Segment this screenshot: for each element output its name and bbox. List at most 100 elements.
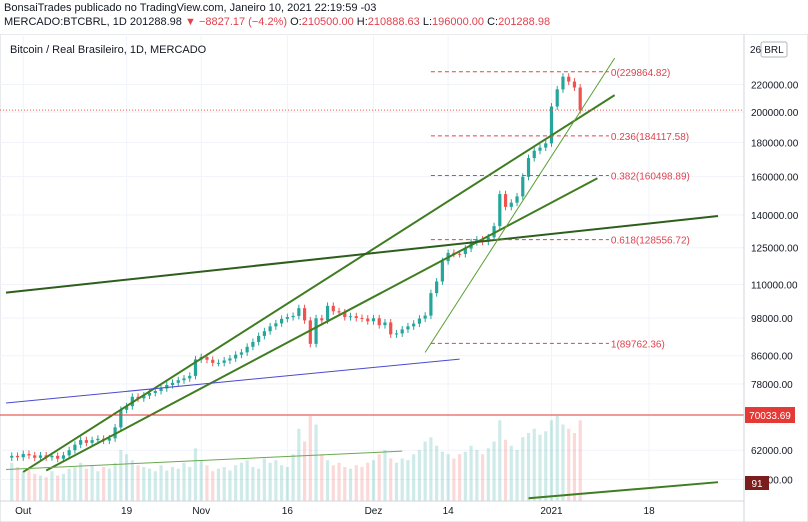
candle-body xyxy=(61,455,66,459)
fib-level-label: 1(89762.36) xyxy=(611,339,665,350)
volume-bar xyxy=(193,448,198,501)
volume-bar xyxy=(572,433,577,501)
candle-body xyxy=(521,176,525,197)
volume-bar xyxy=(480,454,485,501)
candle-body xyxy=(21,453,25,458)
volume-bar xyxy=(280,465,284,501)
volume-bar xyxy=(348,468,353,501)
volume-bar xyxy=(498,420,502,501)
candle-body xyxy=(578,87,582,111)
volume-bar xyxy=(84,468,88,501)
price-tick-label: 200000.00 xyxy=(751,108,799,119)
candle-body xyxy=(33,455,37,458)
volume-bar xyxy=(302,441,307,501)
candle-body xyxy=(325,305,330,321)
candle-body xyxy=(280,318,284,324)
price-tick-label: 220000.00 xyxy=(751,80,799,91)
volume-bar xyxy=(515,450,519,501)
symbol-label: MERCADO:BTCBRL, 1D xyxy=(4,16,127,28)
price-badge xyxy=(745,476,769,490)
candle-body xyxy=(67,450,71,456)
candle-body xyxy=(475,239,479,243)
volume-bar xyxy=(412,454,416,501)
candle-body xyxy=(435,281,439,294)
volume-bar xyxy=(331,465,335,501)
price-tick-label: 110000.00 xyxy=(751,281,798,292)
volume-bar xyxy=(113,462,117,501)
candle-body xyxy=(251,341,255,347)
candle-body xyxy=(337,311,341,313)
open-value: 210500.00 xyxy=(301,16,354,28)
candle-body xyxy=(389,322,393,335)
volume-bar xyxy=(199,460,203,501)
currency-badge[interactable] xyxy=(760,41,788,58)
volume-bar xyxy=(61,473,66,501)
volume-bar xyxy=(188,467,192,501)
volume-bar xyxy=(567,428,571,501)
volume-bar xyxy=(153,471,157,501)
candle-body xyxy=(239,352,244,355)
candle-body xyxy=(549,106,554,144)
volume-bar xyxy=(452,458,456,501)
fibonacci-retracement: 0(229864.82) 0.236(184117.58) 0.382(160498… xyxy=(430,68,690,350)
candle-body xyxy=(211,359,215,363)
volume-bar xyxy=(492,441,496,501)
candle-body xyxy=(360,317,364,319)
volume-bar xyxy=(343,467,347,501)
price-axis[interactable]: 56000.0062000.0070000.0078000.0086000.00… xyxy=(745,80,799,490)
candle-body xyxy=(400,329,404,334)
volume-bar xyxy=(578,420,582,501)
volume-bar xyxy=(107,468,111,501)
candle-body xyxy=(79,440,83,445)
volume-bar xyxy=(291,454,295,501)
volume-bar xyxy=(383,450,387,501)
volume-bar xyxy=(285,467,289,501)
volume-bar xyxy=(475,450,479,501)
candle-body xyxy=(572,81,577,88)
price-tick-label: 78000.00 xyxy=(751,380,793,391)
down-arrow-icon: ▼ xyxy=(184,16,196,28)
volume-bar xyxy=(389,458,393,501)
volume-bar xyxy=(360,467,364,501)
candle-body xyxy=(291,315,295,318)
open-label: O: xyxy=(290,16,302,28)
volume-bar xyxy=(56,475,60,501)
price-tick-label: 62000.00 xyxy=(751,446,793,457)
volume-bar xyxy=(90,465,94,501)
steep-trend-line xyxy=(424,57,616,353)
volume-bar xyxy=(257,468,261,501)
volume-bar xyxy=(458,454,462,501)
candle-body xyxy=(268,326,272,332)
volume-bar xyxy=(79,462,83,501)
candle-body xyxy=(205,357,209,360)
volume-bar xyxy=(486,448,490,501)
volume-bar xyxy=(73,467,77,501)
candle-body xyxy=(544,143,548,148)
time-tick-label: Dez xyxy=(365,506,383,517)
candle-body xyxy=(285,317,289,319)
volume-bar xyxy=(102,467,106,501)
candle-body xyxy=(170,382,175,386)
candle-body xyxy=(561,76,565,90)
candle-body xyxy=(84,440,88,443)
fib-level-label: 0.382(160498.89) xyxy=(611,172,690,183)
candle-body xyxy=(458,253,462,255)
candle-body xyxy=(314,318,318,344)
volume-bar xyxy=(308,416,312,501)
lower-trend-line xyxy=(5,450,403,470)
volume-bar xyxy=(165,470,169,501)
volume-bars xyxy=(10,416,582,501)
chart-canvas[interactable]: 0(229864.82) 0.236(184117.58) 0.382(160498… xyxy=(0,34,808,522)
candle-body xyxy=(348,316,353,318)
close-label: C: xyxy=(487,16,499,28)
volume-bar xyxy=(211,471,215,501)
price-axis-top-label: 26 xyxy=(750,45,762,56)
volume-bar xyxy=(124,454,129,501)
volume-bar xyxy=(521,437,525,501)
price-tick-label: 140000.00 xyxy=(751,211,799,222)
candle-body xyxy=(56,455,60,459)
volume-bar xyxy=(394,462,399,501)
high-label: H: xyxy=(356,16,368,28)
time-axis[interactable]: Out 19 Nov 16 Dez 14 2021 18 xyxy=(15,506,655,517)
price-tick-label: 160000.00 xyxy=(751,172,799,183)
